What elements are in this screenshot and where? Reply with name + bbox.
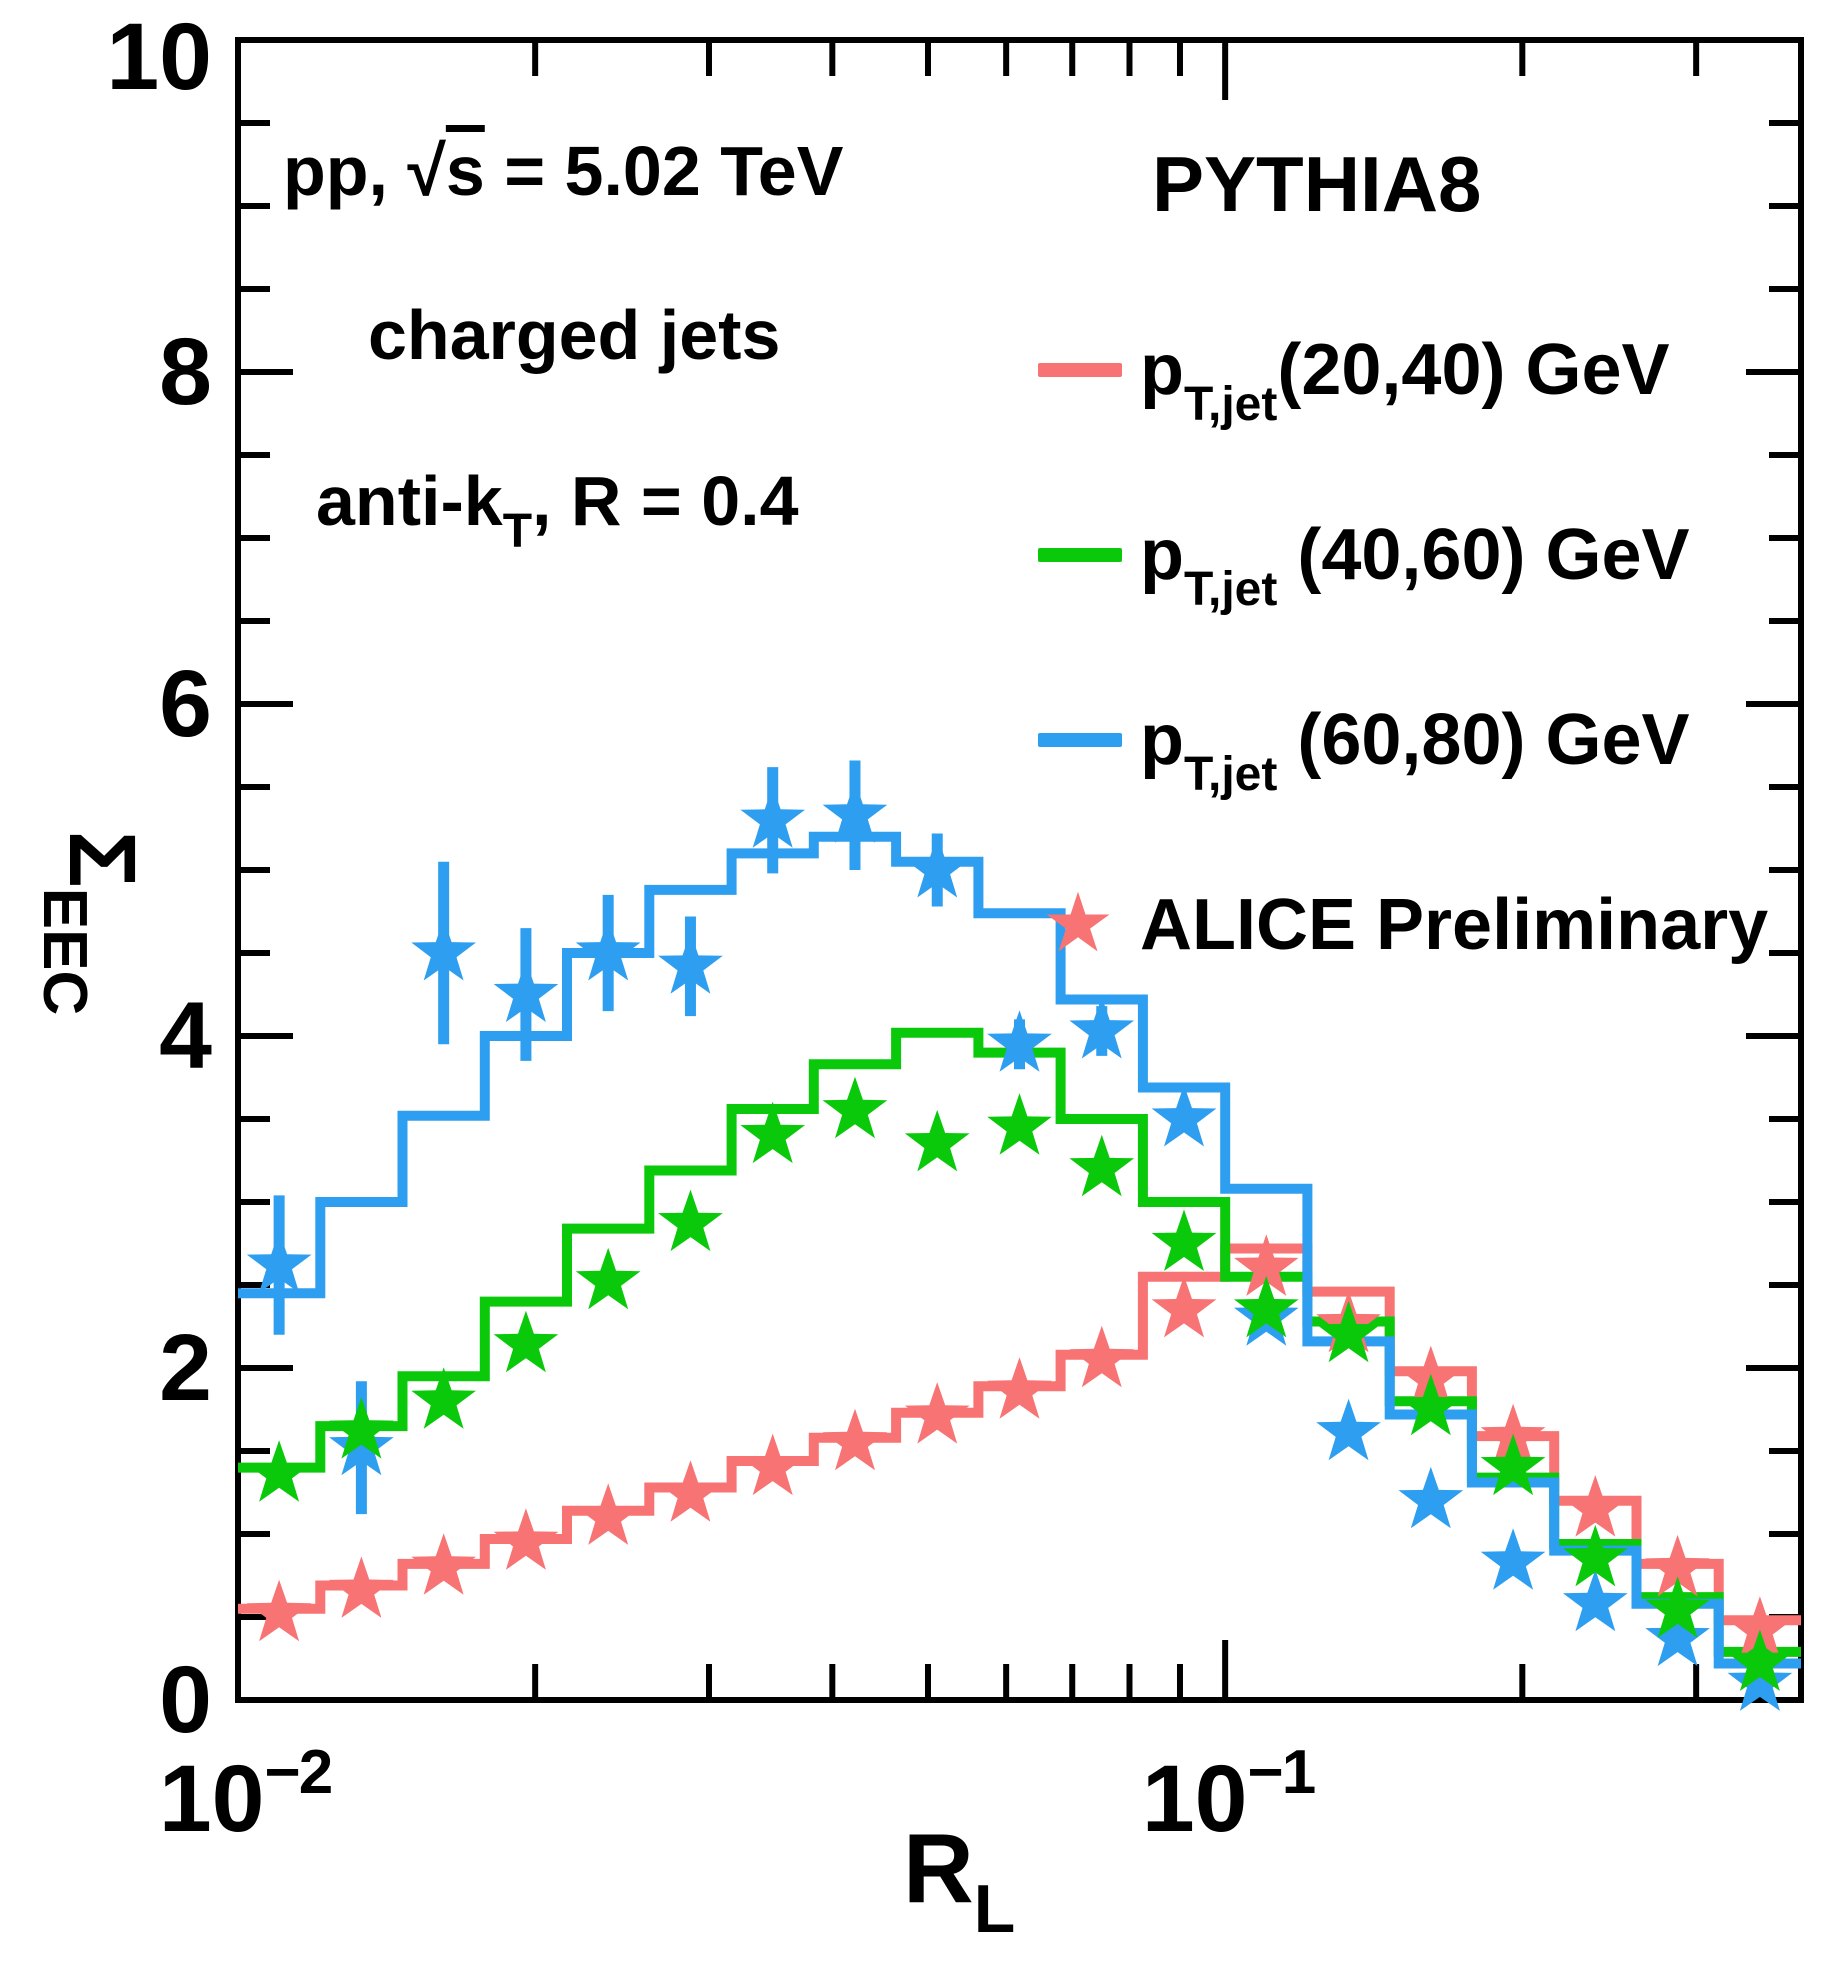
annotation-jet-algorithm: anti-kT, R = 0.4: [316, 462, 799, 558]
legend-line-40-60: [1038, 548, 1122, 562]
legend-label-60-80: pT,jet (60,80) GeV: [1140, 700, 1690, 801]
y-tick-4: 4: [159, 983, 212, 1089]
y-tick-0: 0: [159, 1647, 212, 1753]
legend-line-20-40: [1038, 363, 1122, 377]
eec-chart: [235, 37, 1804, 1711]
y-tick-10: 10: [106, 4, 212, 110]
legend-header: PYTHIA8: [1152, 140, 1482, 228]
x-tick-1e-1: 10−1: [1141, 1738, 1316, 1852]
y-axis-title: ΣEEC: [30, 830, 155, 1016]
star-icon: ★: [1041, 878, 1115, 969]
legend-label-20-40: pT,jet(20,40) GeV: [1140, 330, 1670, 431]
y-tick-2: 2: [159, 1315, 212, 1421]
legend-label-40-60: pT,jet (40,60) GeV: [1140, 515, 1690, 616]
y-tick-6: 6: [159, 651, 212, 757]
legend-line-60-80: [1038, 733, 1122, 747]
annotation-collision-energy: pp, √s = 5.02 TeV: [283, 132, 844, 210]
annotation-charged-jets: charged jets: [368, 296, 781, 374]
figure-canvas: { "figure": { "background": "#ffffff", "…: [30, 4, 1804, 1947]
x-axis-title: RL: [903, 1813, 1016, 1947]
y-tick-8: 8: [159, 319, 212, 425]
legend-label-alice: ALICE Preliminary: [1140, 885, 1769, 965]
x-tick-1e-2: 10−2: [158, 1738, 333, 1852]
